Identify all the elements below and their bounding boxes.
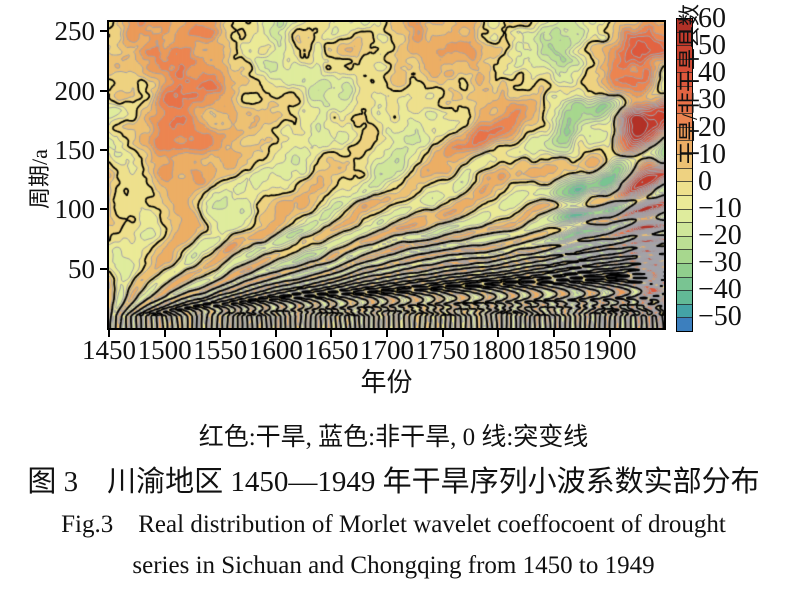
colorbar-segment bbox=[677, 45, 692, 59]
colorbar-segment bbox=[677, 86, 692, 100]
colorbar-tick-label: −40 bbox=[698, 274, 742, 306]
x-tick-label: 1550 bbox=[193, 335, 248, 365]
colorbar-segment bbox=[677, 154, 692, 168]
colorbar-segment bbox=[677, 99, 692, 114]
x-tick-label: 1800 bbox=[471, 335, 526, 365]
colorbar-tick-label: 20 bbox=[698, 111, 726, 143]
colorbar-label: 干旱/非干旱县数 bbox=[677, 3, 702, 165]
colorbar-tick-label: −20 bbox=[698, 220, 742, 252]
caption-chinese: 图 3 川渝地区 1450—1949 年干旱序列小波系数实部分布 bbox=[27, 466, 760, 498]
x-tick bbox=[274, 330, 277, 337]
colorbar-tick-label: 50 bbox=[698, 30, 726, 62]
colorbar-segment bbox=[677, 262, 692, 277]
y-tick bbox=[100, 30, 107, 33]
colorbar-segment bbox=[677, 19, 692, 32]
colorbar-segment bbox=[677, 72, 692, 87]
colorbar-segment bbox=[677, 31, 692, 46]
y-axis-label: 周期/a bbox=[27, 149, 52, 209]
x-tick bbox=[497, 330, 500, 337]
y-tick-label: 250 bbox=[54, 16, 96, 47]
x-tick bbox=[552, 330, 555, 337]
y-tick-label: 150 bbox=[54, 135, 96, 166]
colorbar-tick-label: 30 bbox=[698, 84, 726, 116]
colorbar-segment bbox=[677, 222, 692, 236]
x-axis-label: 年份 bbox=[360, 368, 413, 397]
x-tick-label: 1900 bbox=[582, 335, 637, 365]
colorbar-segment bbox=[677, 303, 692, 318]
y-tick bbox=[100, 267, 107, 270]
colorbar-segment bbox=[677, 126, 692, 141]
x-tick bbox=[219, 330, 222, 337]
colorbar-segment bbox=[677, 208, 692, 223]
y-tick bbox=[100, 149, 107, 152]
y-tick-label: 100 bbox=[54, 194, 96, 225]
x-tick-label: 1850 bbox=[526, 335, 581, 365]
colorbar-tick-label: −10 bbox=[698, 192, 742, 224]
caption-english-line1: Fig.3 Real distribution of Morlet wavele… bbox=[61, 511, 726, 538]
x-tick bbox=[330, 330, 333, 337]
colorbar-tick-label: 60 bbox=[698, 3, 726, 34]
x-tick-label: 1450 bbox=[82, 335, 136, 365]
x-tick-label: 1650 bbox=[304, 335, 359, 365]
colorbar-tick-label: −50 bbox=[698, 301, 742, 333]
colorbar-segment bbox=[677, 113, 692, 127]
x-tick bbox=[386, 330, 389, 337]
x-tick-label: 1700 bbox=[360, 335, 415, 365]
y-tick bbox=[100, 89, 107, 92]
colorbar-segment bbox=[677, 140, 692, 155]
colorbar-segment bbox=[677, 317, 692, 332]
colorbar-segment bbox=[677, 249, 692, 263]
colorbar-tick-label: 10 bbox=[698, 138, 726, 170]
x-tick-label: 1600 bbox=[248, 335, 303, 365]
colorbar-segment bbox=[677, 58, 692, 73]
caption-english-line2: series in Sichuan and Chongqing from 145… bbox=[132, 552, 655, 579]
y-tick bbox=[100, 208, 107, 211]
x-tick bbox=[108, 330, 110, 337]
colorbar-tick-label: 40 bbox=[698, 57, 726, 89]
colorbar-tick-label: −30 bbox=[698, 247, 742, 279]
colorbar-segment bbox=[677, 167, 692, 182]
x-tick bbox=[163, 330, 166, 337]
x-tick-label: 1500 bbox=[137, 335, 192, 365]
colorbar-tick-label: 0 bbox=[698, 165, 712, 197]
colorbar bbox=[676, 18, 693, 332]
y-tick-label: 200 bbox=[54, 75, 96, 106]
wavelet-contour-plot bbox=[109, 22, 664, 328]
colorbar-segment bbox=[677, 276, 692, 291]
x-tick-label: 1750 bbox=[415, 335, 470, 365]
y-tick-label: 50 bbox=[68, 253, 95, 284]
colorbar-segment bbox=[677, 181, 692, 195]
colorbar-segment bbox=[677, 235, 692, 250]
colorbar-segment bbox=[677, 290, 692, 304]
colorbar-segment bbox=[677, 194, 692, 209]
x-tick bbox=[441, 330, 444, 337]
legend-note: 红色:干旱, 蓝色:非干旱, 0 线:突变线 bbox=[198, 424, 589, 451]
x-tick bbox=[608, 330, 611, 337]
